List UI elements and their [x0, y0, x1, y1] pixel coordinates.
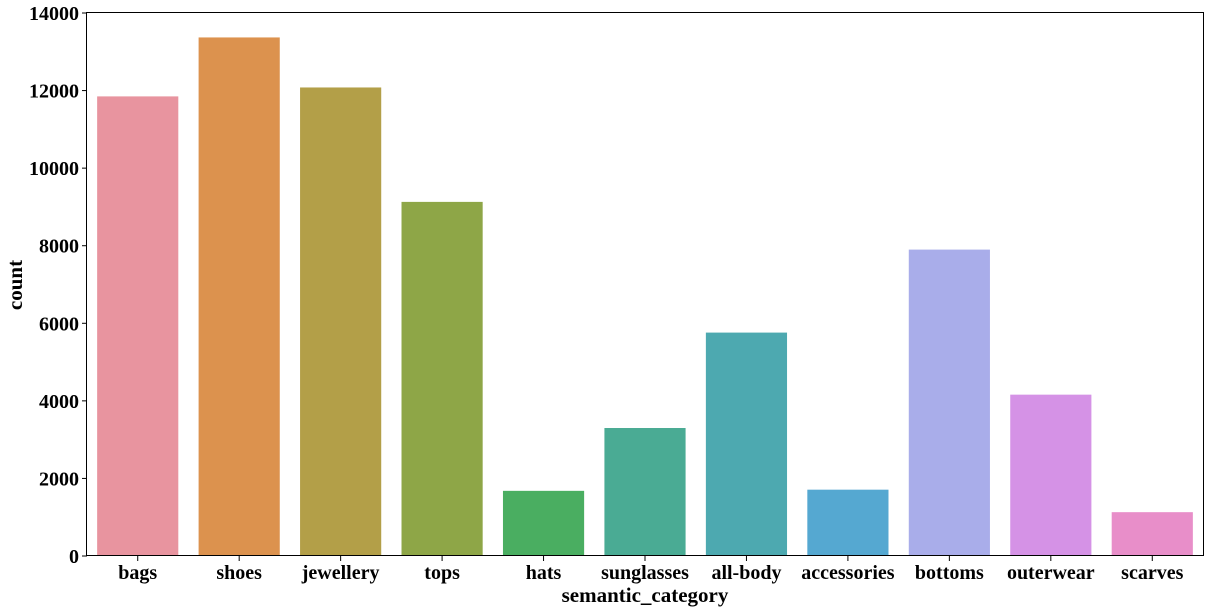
- y-tick-label: 8000: [39, 236, 79, 258]
- x-tick-label: shoes: [216, 562, 262, 584]
- x-tick-label: tops: [424, 562, 460, 584]
- bars-group: [97, 37, 1193, 557]
- y-tick-label: 14000: [29, 3, 79, 25]
- bar-sunglasses: [604, 428, 686, 556]
- bar-bags: [97, 96, 179, 556]
- bar-scarves: [1111, 512, 1193, 556]
- x-tick-label: outerwear: [1007, 562, 1095, 584]
- bar-hats: [502, 490, 585, 556]
- y-axis-ticks: 0 2000 4000 6000 8000 10000 12000 14000: [29, 3, 87, 568]
- bar-jewellery: [300, 87, 382, 557]
- bar-accessories: [807, 489, 889, 556]
- y-tick-label: 2000: [39, 468, 79, 490]
- x-tick-label: bottoms: [915, 562, 984, 584]
- x-tick-label: jewellery: [301, 562, 380, 584]
- y-tick-label: 4000: [39, 391, 79, 413]
- y-tick-label: 0: [69, 546, 79, 568]
- bar-shoes: [198, 37, 280, 557]
- x-tick-label: scarves: [1121, 562, 1183, 584]
- x-axis-label: semantic_category: [562, 583, 729, 607]
- y-tick-label: 12000: [29, 81, 79, 103]
- x-tick-label: accessories: [801, 562, 895, 584]
- x-tick-label: sunglasses: [601, 562, 689, 584]
- y-tick-label: 10000: [29, 158, 79, 180]
- y-tick-label: 6000: [39, 313, 79, 335]
- x-tick-label: all-body: [711, 562, 781, 584]
- x-tick-label: bags: [118, 562, 157, 584]
- x-axis-ticks: bags shoes jewellery tops hats sunglasses all-…: [118, 556, 1184, 584]
- x-tick-label: hats: [526, 562, 562, 584]
- bar-tops: [401, 201, 483, 557]
- plot-frame: [86, 12, 1204, 556]
- bar-outerwear: [1010, 394, 1092, 556]
- bar-all-body: [705, 332, 788, 556]
- y-axis-label: count: [3, 260, 27, 310]
- bar-bottoms: [908, 249, 990, 557]
